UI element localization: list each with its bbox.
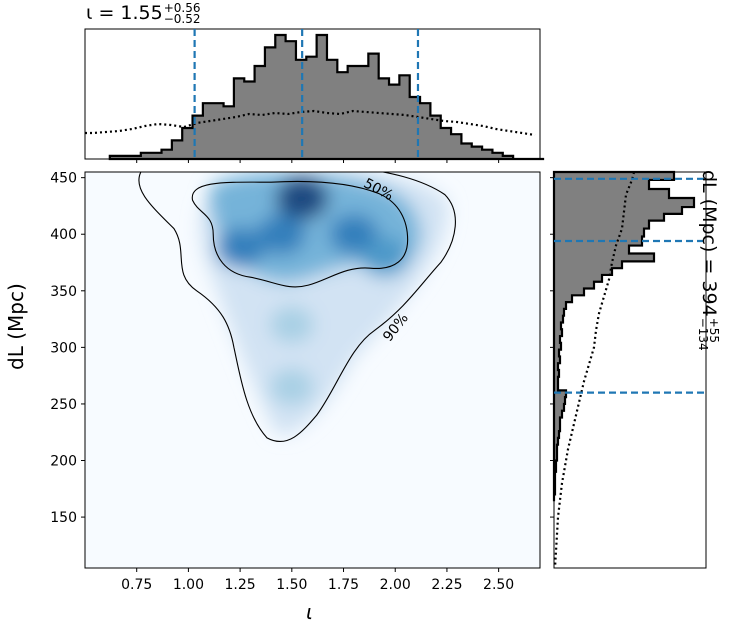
top-marginal-title: ι = 1.55 +0.56 −0.52 [86,2,201,25]
contour-90 [138,172,456,443]
top-prior-dotted [85,109,536,137]
y-tick-label: 150 [50,510,77,526]
top-title-sup: +0.56 [163,0,201,15]
x-tick-label: 2.50 [483,577,514,593]
right-marginal-title: dL (Mpc) = 394 +55 −134 [690,160,750,400]
y-axis-label: dL (Mpc) [4,283,28,370]
x-tick-label: 1.25 [225,577,256,593]
x-tick-label: 1.00 [173,577,204,593]
heatmap-blur-group [200,172,449,435]
y-tick-label: 450 [50,171,77,187]
density-blob [329,214,378,255]
top-posterior-histogram [108,33,545,161]
y-tick-label: 200 [50,454,77,470]
density-blob [270,368,314,405]
right-title-sup: +55 [707,317,722,344]
right-title-main: dL (Mpc) = 394 [698,170,720,317]
main-frame [84,171,541,569]
density-blob [270,306,314,343]
right-title-sub: −134 [696,317,711,351]
y-tick-label: 300 [50,340,77,356]
right-posterior-histogram [552,170,696,502]
density-blob [360,236,409,277]
top-title-sub: −0.52 [163,11,201,26]
density-blob [257,214,306,255]
y-tick-label: 350 [50,284,77,300]
y-tick-label: 400 [50,227,77,243]
density-blob [216,227,265,268]
x-tick-label: 1.75 [328,577,359,593]
x-axis-label: ι [306,600,313,624]
x-tick-label: 2.00 [380,577,411,593]
heatmap-density [200,172,449,435]
x-tick-label: 0.75 [121,577,152,593]
x-tick-label: 1.50 [276,577,307,593]
contour-50 [191,180,409,288]
y-tick-label: 250 [50,397,77,413]
density-blob [275,176,329,221]
x-tick-label: 2.25 [431,577,462,593]
top-title-main: ι = 1.55 [86,2,163,24]
